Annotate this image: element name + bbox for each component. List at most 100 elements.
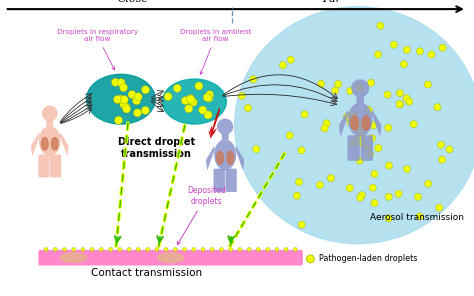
Circle shape — [385, 193, 392, 200]
Circle shape — [385, 162, 392, 169]
Polygon shape — [236, 146, 245, 170]
Circle shape — [203, 93, 211, 102]
Circle shape — [424, 81, 431, 88]
Circle shape — [182, 96, 190, 105]
FancyBboxPatch shape — [347, 135, 360, 161]
Circle shape — [164, 247, 168, 251]
Circle shape — [367, 79, 374, 86]
Circle shape — [403, 46, 410, 53]
Circle shape — [133, 96, 141, 105]
Text: Contact transmission: Contact transmission — [91, 268, 202, 279]
Circle shape — [217, 118, 233, 135]
Ellipse shape — [157, 253, 184, 263]
Circle shape — [410, 121, 417, 128]
Polygon shape — [339, 110, 349, 137]
FancyBboxPatch shape — [46, 120, 53, 126]
Circle shape — [364, 144, 371, 151]
FancyBboxPatch shape — [50, 155, 61, 177]
FancyBboxPatch shape — [226, 169, 237, 192]
Circle shape — [295, 178, 302, 186]
Circle shape — [396, 101, 403, 108]
Circle shape — [318, 80, 325, 87]
Circle shape — [370, 122, 377, 129]
Circle shape — [316, 181, 323, 189]
Circle shape — [384, 91, 391, 98]
Circle shape — [238, 92, 246, 99]
Circle shape — [250, 76, 257, 83]
Circle shape — [53, 247, 57, 251]
Circle shape — [206, 91, 214, 99]
Circle shape — [403, 95, 410, 102]
Circle shape — [374, 51, 382, 58]
Polygon shape — [206, 146, 215, 170]
Ellipse shape — [86, 74, 155, 124]
Circle shape — [186, 95, 194, 103]
Circle shape — [111, 78, 119, 86]
Circle shape — [323, 120, 330, 127]
Circle shape — [414, 193, 421, 200]
Circle shape — [122, 103, 130, 111]
Circle shape — [371, 170, 378, 178]
Ellipse shape — [362, 116, 370, 130]
Circle shape — [266, 247, 270, 251]
Circle shape — [385, 124, 392, 131]
Circle shape — [210, 247, 214, 251]
Circle shape — [119, 83, 128, 92]
Circle shape — [118, 247, 122, 251]
Circle shape — [446, 146, 453, 153]
Circle shape — [256, 247, 260, 251]
Circle shape — [192, 247, 196, 251]
Circle shape — [351, 79, 369, 97]
Circle shape — [205, 94, 213, 102]
Circle shape — [134, 93, 142, 101]
Circle shape — [137, 247, 140, 251]
Circle shape — [173, 247, 177, 251]
Circle shape — [298, 221, 305, 228]
Circle shape — [332, 87, 339, 94]
Ellipse shape — [217, 151, 223, 164]
Circle shape — [117, 95, 125, 103]
Circle shape — [436, 204, 443, 211]
FancyBboxPatch shape — [38, 250, 303, 266]
Circle shape — [164, 93, 172, 101]
Circle shape — [368, 135, 375, 142]
Circle shape — [439, 44, 446, 51]
Circle shape — [120, 100, 128, 108]
Circle shape — [366, 151, 374, 158]
Circle shape — [350, 111, 357, 118]
Circle shape — [189, 98, 197, 106]
Circle shape — [298, 147, 305, 154]
Circle shape — [365, 107, 372, 114]
Circle shape — [321, 125, 328, 132]
Circle shape — [113, 95, 121, 104]
Circle shape — [90, 247, 94, 251]
Circle shape — [245, 104, 252, 112]
Circle shape — [395, 190, 402, 197]
Ellipse shape — [235, 7, 474, 244]
Circle shape — [134, 109, 142, 117]
Circle shape — [396, 101, 403, 108]
Circle shape — [364, 122, 371, 129]
Text: Aerosol transmission: Aerosol transmission — [370, 213, 464, 222]
Ellipse shape — [39, 126, 61, 156]
Circle shape — [438, 156, 446, 163]
FancyBboxPatch shape — [38, 155, 49, 177]
Circle shape — [355, 135, 362, 142]
Circle shape — [117, 78, 125, 87]
Polygon shape — [31, 133, 40, 156]
Text: Direct droplet
transmission: Direct droplet transmission — [118, 137, 195, 159]
Circle shape — [344, 113, 351, 120]
Circle shape — [219, 247, 223, 251]
Circle shape — [123, 105, 131, 113]
Circle shape — [238, 247, 242, 251]
Text: Deposited
droplets: Deposited droplets — [177, 186, 226, 245]
Circle shape — [279, 62, 286, 69]
Text: Far: Far — [322, 0, 341, 4]
Circle shape — [286, 132, 293, 139]
Circle shape — [425, 180, 432, 187]
Circle shape — [385, 215, 392, 222]
Circle shape — [371, 200, 378, 207]
Circle shape — [201, 247, 205, 251]
Circle shape — [185, 105, 193, 113]
Circle shape — [347, 87, 354, 94]
